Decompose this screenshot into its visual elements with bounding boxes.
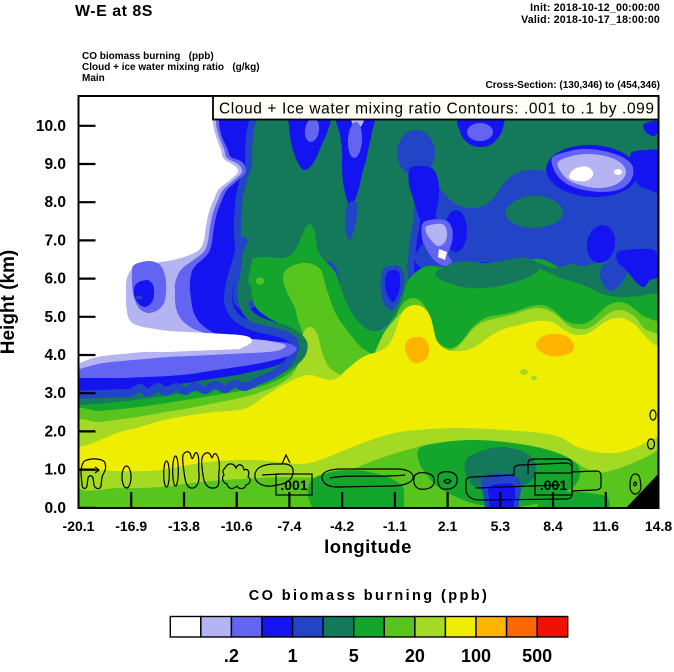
svg-text:Valid: 2018-10-17_18:00:00: Valid: 2018-10-17_18:00:00 xyxy=(521,14,660,26)
svg-text:6.0: 6.0 xyxy=(44,271,66,288)
svg-text:CO biomass burning (ppb): CO biomass burning (ppb) xyxy=(82,51,214,62)
svg-text:.2: .2 xyxy=(224,646,239,666)
svg-text:8.4: 8.4 xyxy=(543,518,563,534)
svg-text:5: 5 xyxy=(349,646,359,666)
svg-text:-4.2: -4.2 xyxy=(330,518,354,534)
svg-text:14.8: 14.8 xyxy=(645,518,672,534)
svg-text:1.0: 1.0 xyxy=(44,462,66,479)
svg-text:-20.1: -20.1 xyxy=(63,518,95,534)
svg-text:4.0: 4.0 xyxy=(44,347,66,364)
svg-text:10.0: 10.0 xyxy=(36,118,66,135)
svg-text:2.0: 2.0 xyxy=(44,423,66,440)
svg-text:11.6: 11.6 xyxy=(593,518,620,534)
svg-text:20: 20 xyxy=(405,646,425,666)
svg-text:3.0: 3.0 xyxy=(44,385,66,402)
svg-text:Height (km): Height (km) xyxy=(0,250,19,355)
svg-text:9.0: 9.0 xyxy=(44,156,66,173)
svg-text:500: 500 xyxy=(522,646,552,666)
svg-text:8.0: 8.0 xyxy=(44,194,66,211)
svg-text:1: 1 xyxy=(288,646,298,666)
svg-text:-10.6: -10.6 xyxy=(221,518,253,534)
svg-text:longitude: longitude xyxy=(324,536,412,557)
svg-text:Cross-Section: (130,346) to (4: Cross-Section: (130,346) to (454,346) xyxy=(485,80,660,91)
svg-text:Cloud + ice water mixing ratio: Cloud + ice water mixing ratio (g/kg) xyxy=(82,62,260,73)
svg-text:W-E at 8S: W-E at 8S xyxy=(75,3,153,20)
svg-text:.001: .001 xyxy=(540,477,567,493)
svg-text:Cloud + Ice water mixing ratio: Cloud + Ice water mixing ratio Contours:… xyxy=(219,101,655,118)
svg-text:CO biomass burning (ppb): CO biomass burning (ppb) xyxy=(249,588,489,604)
svg-text:-1.1: -1.1 xyxy=(383,518,407,534)
svg-text:Main: Main xyxy=(82,73,105,84)
svg-text:Init: 2018-10-12_00:00:00: Init: 2018-10-12_00:00:00 xyxy=(530,2,660,14)
svg-text:-7.4: -7.4 xyxy=(277,518,301,534)
svg-text:5.3: 5.3 xyxy=(491,518,511,534)
svg-text:-16.9: -16.9 xyxy=(115,518,147,534)
svg-text:5.0: 5.0 xyxy=(44,309,66,326)
svg-text:2.1: 2.1 xyxy=(438,518,458,534)
svg-text:0.0: 0.0 xyxy=(44,500,66,517)
svg-text:-13.8: -13.8 xyxy=(168,518,200,534)
svg-text:7.0: 7.0 xyxy=(44,232,66,249)
svg-text:.001: .001 xyxy=(280,477,307,493)
svg-text:100: 100 xyxy=(461,646,491,666)
